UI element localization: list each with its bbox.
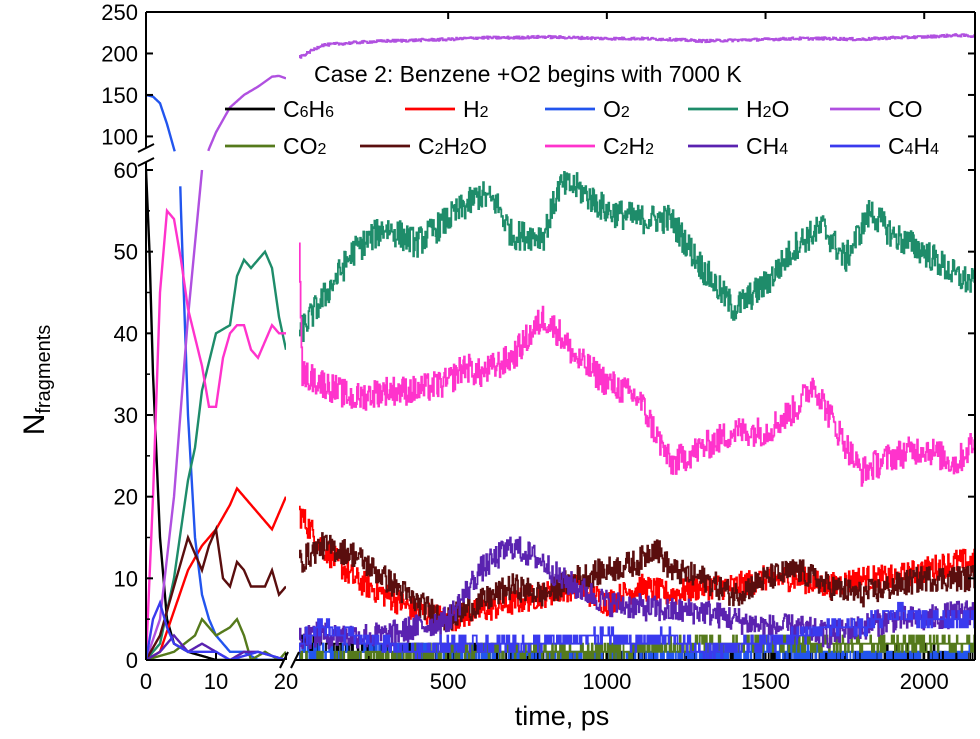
series-line-c2h2o-early: [146, 524, 286, 660]
series-line-co-late: [299, 33, 975, 59]
y-tick-label: 150: [101, 83, 138, 108]
svg-text:Nfragments: Nfragments: [18, 325, 55, 436]
series-line-c4h4-early: [146, 599, 286, 660]
y-break-mark-1: [137, 143, 155, 153]
legend-label-c2h2o: C2H2O: [418, 133, 487, 159]
series-line-c2h2-early: [146, 207, 286, 660]
data-layer: [146, 33, 975, 660]
y-tick-label: 40: [114, 321, 138, 346]
x-tick-label: 0: [140, 669, 152, 694]
series-line-o2-early: [146, 93, 286, 660]
legend-label-h2o: H2O: [746, 96, 789, 122]
y-tick-label: 200: [101, 41, 138, 66]
x-tick-label: 2000: [900, 669, 949, 694]
series-line-c2h2-late: [299, 242, 975, 487]
legend-label-c4h4: C4H4: [888, 133, 939, 159]
x-axis-title: time, ps: [515, 701, 610, 731]
x-break-mark-2: [290, 651, 300, 669]
y-tick-label: 20: [114, 485, 138, 510]
axes-layer: 0 10 20 30 40 50 60 100 150 200 250 0 10 20 500 1000 150…: [101, 0, 976, 694]
series-line-h2o-early: [146, 249, 286, 660]
y-tick-label: 30: [114, 403, 138, 428]
x-tick-label: 1500: [741, 669, 790, 694]
legend-label-c6h6: C6H6: [283, 96, 334, 122]
y-tick-label: 100: [101, 124, 138, 149]
x-tick-label: 500: [430, 669, 467, 694]
legend: C6H6 H2 O2 H2O CO CO2 C2H2O C2H2 CH4 C4H4: [225, 96, 939, 159]
x-tick-label: 20: [274, 669, 298, 694]
series-line-ch4-late: [299, 536, 975, 650]
series-line-c4h4-late: [299, 601, 975, 660]
chart-title: Case 2: Benzene +O2 begins with 7000 K: [314, 61, 742, 87]
legend-label-h2: H2: [463, 96, 489, 122]
y-tick-label: 50: [114, 240, 138, 265]
legend-label-co: CO: [888, 96, 923, 122]
y-break-mark-2: [137, 157, 155, 167]
series-line-co-early: [146, 74, 286, 660]
y-tick-label: 10: [114, 566, 138, 591]
y-axis-title: Nfragments: [18, 325, 55, 436]
series-line-c2h2o-late: [299, 532, 975, 631]
series-line-h2o-late: [299, 171, 975, 342]
y-axis-title-main: N: [18, 414, 51, 436]
legend-label-co2: CO2: [283, 133, 327, 159]
y-tick-label: 60: [114, 158, 138, 183]
y-tick-label: 0: [126, 648, 138, 673]
legend-label-o2: O2: [603, 96, 630, 122]
legend-label-ch4: CH4: [746, 133, 788, 159]
y-axis-title-sub: fragments: [33, 325, 55, 414]
y-tick-label: 250: [101, 0, 138, 25]
legend-label-c2h2: C2H2: [603, 133, 654, 159]
x-tick-label: 10: [204, 669, 228, 694]
x-tick-label: 1000: [582, 669, 631, 694]
